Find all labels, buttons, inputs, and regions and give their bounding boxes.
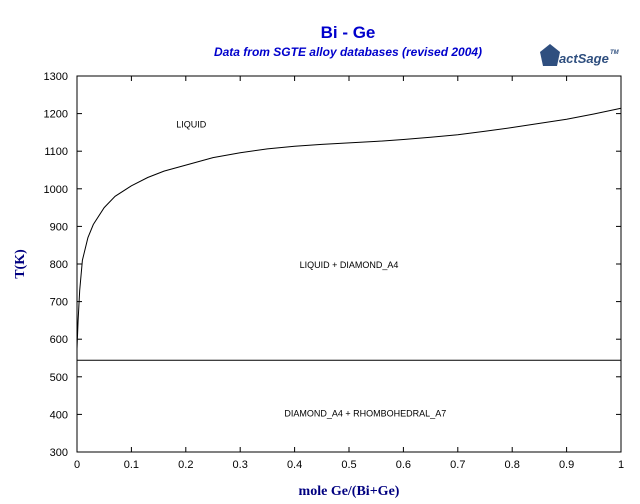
logo-mark-icon (540, 44, 560, 66)
logo-text: FactSage (551, 51, 609, 66)
y-tick-label: 800 (50, 259, 68, 271)
x-axis-label: mole Ge/(Bi+Ge) (299, 484, 400, 499)
x-tick-label: 0.5 (341, 459, 356, 471)
y-tick-label: 700 (50, 297, 68, 309)
chart-subtitle: Data from SGTE alloy databases (revised … (214, 45, 482, 59)
chart-title: Bi - Ge (321, 23, 376, 42)
y-tick-label: 400 (50, 409, 68, 421)
region-label: LIQUID (176, 120, 207, 130)
x-tick-label: 0.7 (450, 459, 465, 471)
series-layer (76, 107, 622, 361)
region-label: LIQUID + DIAMOND_A4 (300, 260, 399, 270)
y-tick-label: 600 (50, 334, 68, 346)
y-tick-label: 1300 (44, 71, 68, 83)
y-tick-label: 1100 (44, 146, 68, 158)
x-axis-ticks: 0 0.1 0.2 0.3 0.4 0.5 0.6 0.7 0.8 0.9 1 (74, 76, 624, 471)
x-tick-label: 0.9 (559, 459, 574, 471)
factsage-logo: FactSage TM (540, 44, 620, 66)
x-tick-label: 0.1 (124, 459, 139, 471)
region-label: DIAMOND_A4 + RHOMBOHEDRAL_A7 (284, 408, 446, 418)
y-tick-label: 1000 (44, 184, 68, 196)
x-tick-label: 0.8 (505, 459, 520, 471)
region-labels: LIQUID LIQUID + DIAMOND_A4 DIAMOND_A4 + RH… (176, 120, 446, 419)
y-axis-label: T(K) (13, 249, 28, 279)
y-tick-label: 300 (50, 447, 68, 459)
x-tick-label: 0.3 (233, 459, 248, 471)
x-tick-label: 1 (618, 459, 624, 471)
x-tick-label: 0.6 (396, 459, 411, 471)
y-tick-label: 900 (50, 221, 68, 233)
y-tick-label: 1200 (44, 109, 68, 121)
logo-tm: TM (610, 50, 620, 56)
x-tick-label: 0.4 (287, 459, 302, 471)
liquidus-line (76, 107, 622, 349)
x-tick-label: 0 (74, 459, 80, 471)
y-tick-label: 500 (50, 372, 68, 384)
y-axis-ticks: 300 400 500 600 700 800 900 1000 1100 1200 1300 (44, 71, 621, 459)
x-tick-label: 0.2 (178, 459, 193, 471)
